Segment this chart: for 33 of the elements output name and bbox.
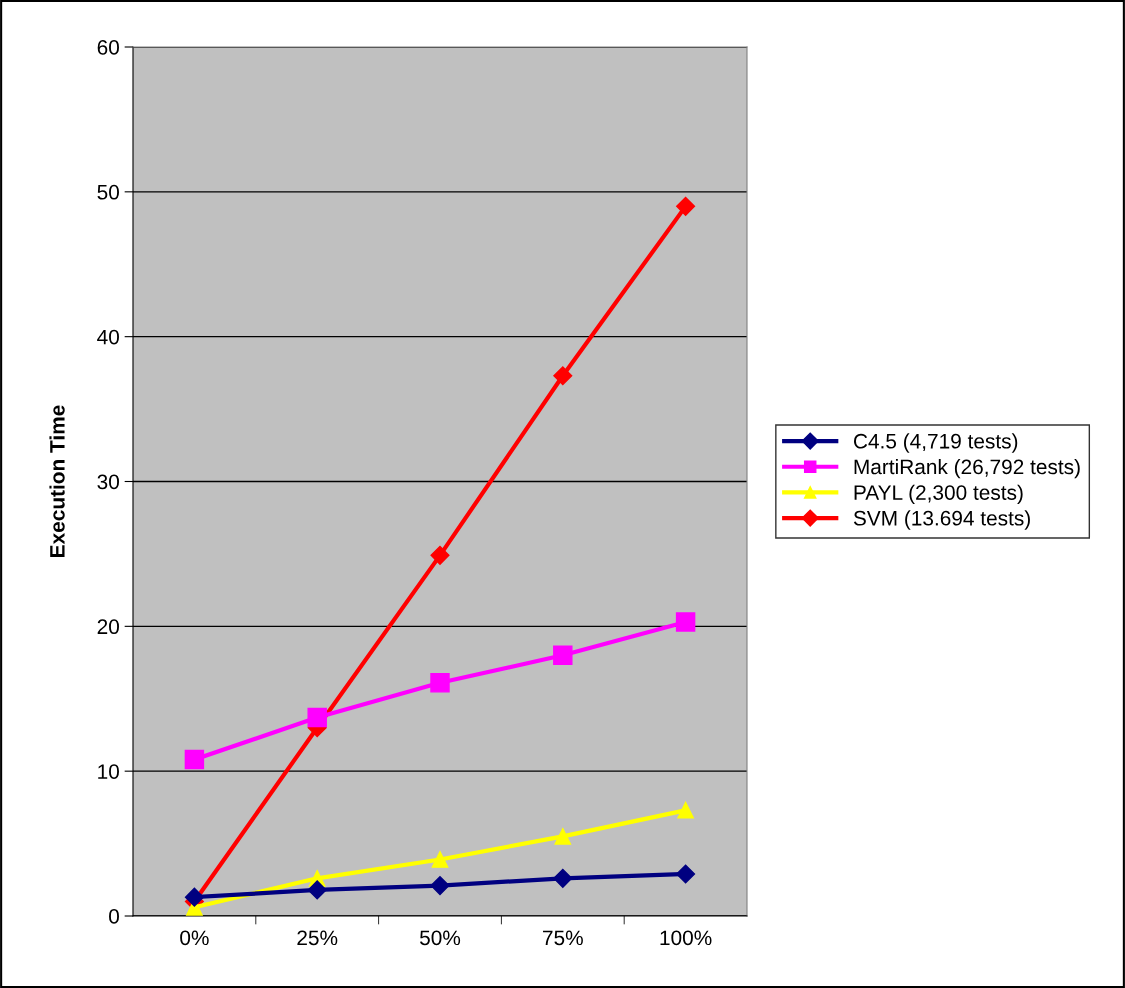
point [553, 868, 573, 888]
y-tick-label: 40 [97, 329, 119, 345]
x-tick-label: 0% [180, 930, 209, 946]
y-tick-label: 30 [97, 474, 119, 490]
point [676, 864, 696, 884]
point [553, 645, 573, 666]
point [676, 196, 696, 216]
point [430, 876, 450, 896]
y-tick-label: 0 [109, 909, 119, 924]
y-tick-label: 10 [98, 764, 119, 779]
point [675, 612, 696, 632]
point [554, 828, 572, 845]
y-tick-label: 50 [97, 184, 119, 200]
x-tick-label: 25% [297, 930, 338, 946]
point [430, 673, 450, 693]
point [184, 887, 204, 907]
point [677, 801, 694, 819]
point [553, 366, 573, 386]
y-axis-title: Execution Time [49, 405, 65, 557]
point [307, 707, 327, 728]
legend-label: C4.5 (4,719 tests) [853, 433, 1018, 453]
legend-label: MartiRank (26,792 tests) [854, 458, 1080, 479]
y-tick-label: 60 [97, 40, 119, 55]
x-tick-label: 75% [543, 930, 583, 946]
point [430, 545, 450, 565]
y-tick-label: 20 [97, 619, 119, 635]
x-tick-label: 50% [419, 930, 461, 946]
legend-label: PAYL (2,300 tests) [854, 484, 1023, 505]
legend-label: SVM (13.694 tests) [853, 510, 1030, 530]
point [431, 851, 449, 868]
point [307, 880, 327, 900]
point [184, 749, 205, 770]
x-tick-label: 100% [660, 930, 712, 946]
